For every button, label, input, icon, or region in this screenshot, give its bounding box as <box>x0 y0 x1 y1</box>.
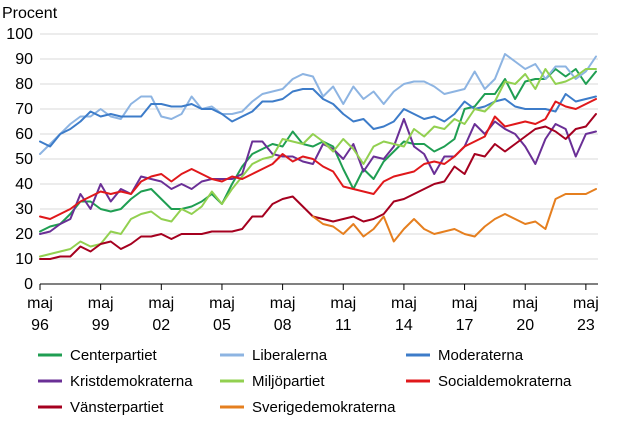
x-tick-label-month: maj <box>27 295 53 312</box>
y-tick-label: 100 <box>6 26 33 43</box>
y-axis-ticks: 0 10 20 30 40 50 60 70 80 90 100 <box>6 26 33 293</box>
x-tick-label-month: maj <box>270 295 296 312</box>
y-tick-label: 40 <box>15 176 33 193</box>
legend-label: Kristdemokraterna <box>70 373 193 390</box>
legend-label: Miljöpartiet <box>252 373 325 390</box>
gridlines <box>40 33 598 285</box>
x-tick-label-year: 11 <box>335 317 352 334</box>
legend-label: Moderaterna <box>438 347 524 364</box>
y-tick-label: 10 <box>15 251 33 268</box>
y-unit-label: Procent <box>2 5 58 22</box>
x-tick-label-year: 14 <box>395 317 413 334</box>
y-tick-label: 0 <box>24 276 33 293</box>
legend-item: Liberalerna <box>220 347 328 364</box>
y-tick-label: 90 <box>15 51 33 68</box>
y-tick-label: 30 <box>15 201 33 218</box>
x-tick-label-year: 02 <box>152 317 170 334</box>
x-axis-ticks: maj 96 maj 99 maj 02 maj 05 maj 08 maj 11 maj 14 maj 17… <box>27 284 599 334</box>
legend-label: Centerpartiet <box>70 347 158 364</box>
x-tick-label-year: 99 <box>92 317 110 334</box>
x-tick-label-month: maj <box>391 295 417 312</box>
legend-item: Kristdemokraterna <box>38 373 193 390</box>
legend-item: Socialdemokraterna <box>406 373 572 390</box>
x-tick-label-month: maj <box>512 295 538 312</box>
legend: Centerpartiet Liberalerna Moderaterna Krist… <box>38 347 572 416</box>
x-tick-label-month: maj <box>573 295 599 312</box>
y-tick-label: 50 <box>15 151 33 168</box>
y-tick-label: 80 <box>15 76 33 93</box>
legend-item: Miljöpartiet <box>220 373 325 390</box>
x-tick-label-month: maj <box>452 295 478 312</box>
legend-item: Vänsterpartiet <box>38 399 164 416</box>
legend-item: Sverigedemokraterna <box>220 399 396 416</box>
x-tick-label-year: 08 <box>274 317 292 334</box>
x-tick-label-year: 05 <box>213 317 231 334</box>
x-tick-label-year: 17 <box>456 317 474 334</box>
series-line-6 <box>39 113 597 260</box>
legend-label: Vänsterpartiet <box>70 399 164 416</box>
x-tick-label-month: maj <box>88 295 114 312</box>
legend-item: Centerpartiet <box>38 347 158 364</box>
y-tick-label: 20 <box>15 226 33 243</box>
series-lines <box>39 53 597 260</box>
y-tick-label: 70 <box>15 101 33 118</box>
series-line-7 <box>311 188 597 243</box>
x-tick-label-year: 96 <box>31 317 49 334</box>
series-line-0 <box>39 68 597 233</box>
x-tick-label-month: maj <box>209 295 235 312</box>
legend-label: Liberalerna <box>252 347 328 364</box>
x-tick-label-month: maj <box>330 295 356 312</box>
series-line-5 <box>39 98 597 220</box>
legend-label: Socialdemokraterna <box>438 373 572 390</box>
legend-item: Moderaterna <box>406 347 524 364</box>
series-line-1 <box>39 53 597 155</box>
x-tick-label-year: 20 <box>516 317 534 334</box>
x-tick-label-month: maj <box>148 295 174 312</box>
x-tick-label-year: 23 <box>577 317 595 334</box>
series-line-4 <box>39 68 597 258</box>
series-line-2 <box>39 88 597 148</box>
y-tick-label: 60 <box>15 126 33 143</box>
legend-label: Sverigedemokraterna <box>252 399 396 416</box>
